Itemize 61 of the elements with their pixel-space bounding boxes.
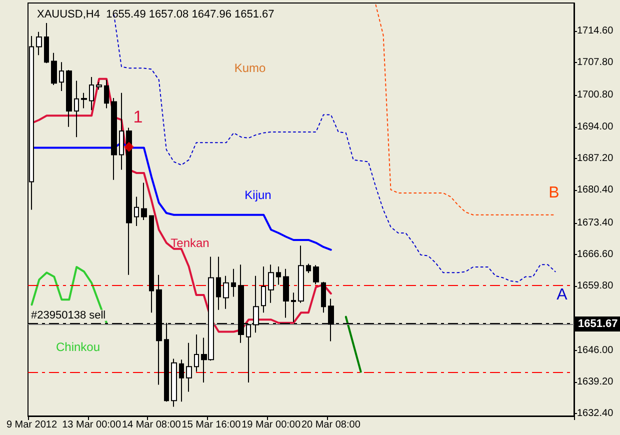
candlestick (74, 80, 79, 138)
candlestick (216, 256, 221, 310)
candlestick (186, 342, 192, 392)
candlestick (141, 182, 147, 220)
series-label: Tenkan (170, 236, 210, 250)
candlestick (36, 31, 42, 56)
x-tick-label: 14 Mar 08:00 (122, 420, 182, 430)
candlestick (223, 275, 229, 310)
candlestick (231, 268, 236, 298)
line-series (30, 266, 108, 324)
candlestick (59, 62, 64, 92)
candlestick (111, 97, 117, 180)
candlestick (306, 263, 311, 274)
x-tick-label: 15 Mar 16:00 (182, 420, 242, 430)
candlestick (119, 92, 124, 170)
y-tick-label: 1666.60 (577, 248, 614, 260)
candlestick (179, 359, 184, 402)
y-tick-label: 1714.60 (577, 25, 614, 36)
y-tick-label: 1680.40 (577, 184, 614, 196)
x-tick-label: 20 Mar 08:00 (301, 420, 361, 430)
candlestick (81, 92, 87, 109)
candlestick (96, 82, 102, 90)
candlestick (261, 266, 266, 314)
x-tick-label: 19 Mar 00:00 (242, 420, 301, 430)
y-tick-label: 1646.00 (577, 344, 614, 356)
candlestick (298, 245, 304, 304)
candlestick (268, 264, 274, 304)
x-tick-label: 9 Mar 2012 (6, 420, 58, 430)
x-tick-label: 13 Mar 00:00 (62, 420, 122, 430)
y-tick-label: 1673.40 (577, 217, 614, 228)
y-tick-label: 1700.80 (577, 90, 614, 101)
text: XAUUSD,H4 1655.49 1657.08 1647.96 1651.67 (37, 8, 274, 20)
candlestick (134, 196, 139, 227)
ref-line-label: 1651.67 (578, 318, 618, 330)
y-tick-label: 1687.20 (577, 153, 614, 164)
y-tick-label: 1632.40 (577, 408, 614, 420)
candlestick (104, 79, 109, 109)
series-label: B (548, 184, 560, 202)
candlestick (149, 215, 154, 314)
candlestick (283, 268, 289, 318)
candlestick (291, 292, 296, 322)
candlestick (126, 127, 132, 276)
candlestick (89, 76, 94, 111)
candlestick (313, 264, 319, 285)
candlestick (321, 281, 326, 314)
candlestick (51, 52, 57, 86)
annotation: Kumo (234, 61, 266, 75)
y-tick-label: 1694.00 (577, 121, 614, 132)
series-label: Kijun (244, 188, 272, 202)
candlestick (276, 266, 281, 286)
y-tick-label: 1639.20 (577, 376, 614, 388)
y-tick-label: 1707.80 (577, 57, 614, 68)
candlestick (66, 70, 72, 128)
series-label: Chinkou (56, 340, 100, 354)
candlestick (194, 334, 199, 372)
y-tick-label: 1659.80 (577, 280, 614, 292)
candlestick (44, 22, 49, 64)
candlestick (171, 358, 177, 408)
ref-line-label: #23950138 sell (31, 309, 106, 322)
annotation: 1 (133, 108, 143, 126)
series-label: A (556, 286, 568, 304)
